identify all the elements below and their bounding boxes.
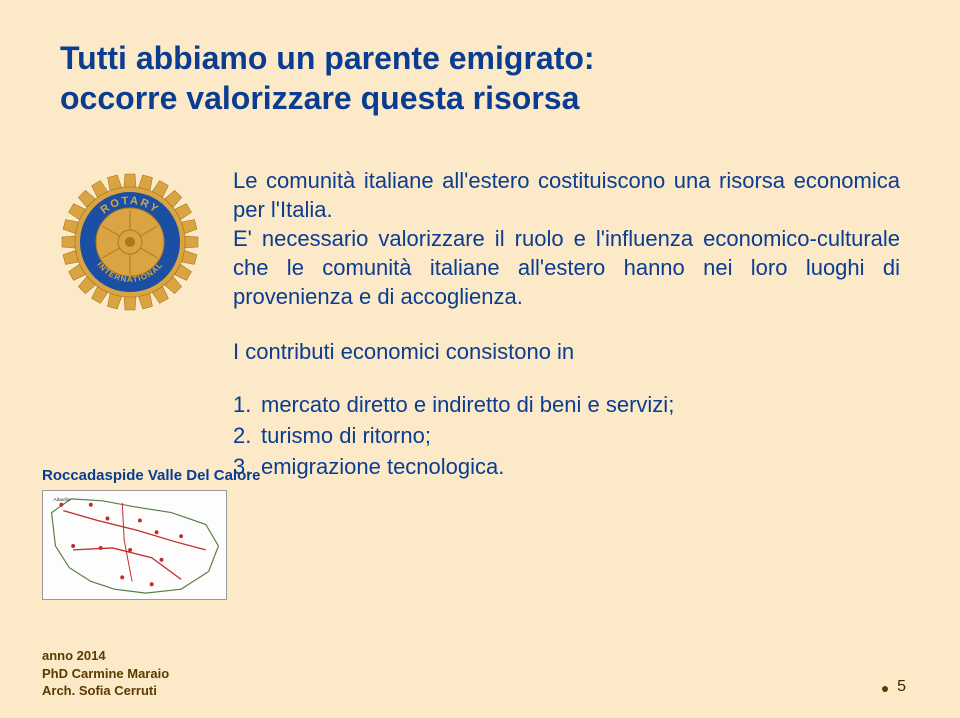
rotary-logo: ROTARY INTERNATIONAL: [60, 166, 205, 317]
slide: Tutti abbiamo un parente emigrato: occor…: [0, 0, 960, 718]
slide-title: Tutti abbiamo un parente emigrato: occor…: [60, 38, 900, 118]
title-line-2: occorre valorizzare questa risorsa: [60, 80, 579, 116]
footer-credits: anno 2014 PhD Carmine Maraio Arch. Sofia…: [42, 647, 169, 700]
content-row: ROTARY INTERNATIONAL Le comunità italian…: [60, 166, 900, 483]
list-item: 1.mercato diretto e indiretto di beni e …: [233, 390, 900, 419]
title-line-1: Tutti abbiamo un parente emigrato:: [60, 40, 595, 76]
credit-year: anno 2014: [42, 647, 169, 665]
credit-author-1: PhD Carmine Maraio: [42, 665, 169, 683]
list-item: 2.turismo di ritorno;: [233, 421, 900, 450]
page-number: 5: [897, 678, 906, 696]
footer-left: Roccadaspide Valle Del Calore Altavilla: [42, 467, 260, 600]
territory-map: Altavilla: [42, 490, 227, 600]
paragraph-2: I contributi economici consistono in: [233, 337, 900, 366]
page-bullet-icon: [882, 686, 888, 692]
body-text: Le comunità italiane all'estero costitui…: [233, 166, 900, 483]
paragraph-1: Le comunità italiane all'estero costitui…: [233, 166, 900, 311]
svg-text:Altavilla: Altavilla: [54, 497, 71, 503]
club-name: Roccadaspide Valle Del Calore: [42, 467, 260, 484]
numbered-list: 1.mercato diretto e indiretto di beni e …: [233, 390, 900, 481]
credit-author-2: Arch. Sofia Cerruti: [42, 682, 169, 700]
list-item: 3.emigrazione tecnologica.: [233, 452, 900, 481]
